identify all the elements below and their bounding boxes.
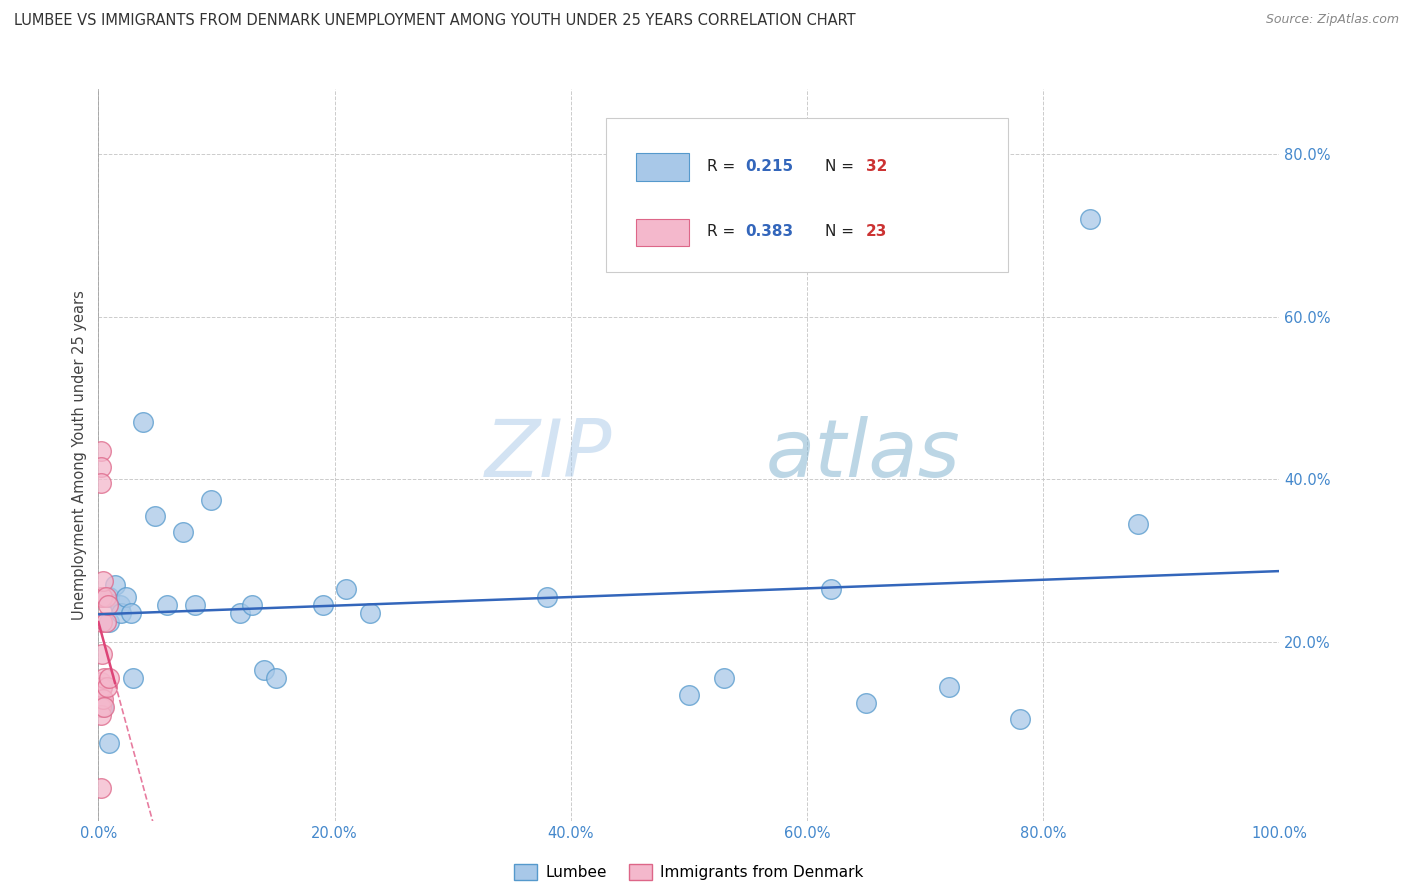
Point: [104, 578, 127, 592]
Point: [90, 781, 112, 796]
Point: [253, 663, 276, 677]
Point: [91, 574, 114, 588]
Point: [143, 508, 166, 523]
Point: [1008, 712, 1031, 726]
Point: [855, 696, 877, 710]
Text: R =: R =: [707, 159, 740, 174]
Point: [108, 599, 131, 613]
Point: [110, 607, 132, 621]
Point: [678, 688, 700, 702]
Y-axis label: Unemployment Among Youth under 25 years: Unemployment Among Youth under 25 years: [72, 290, 87, 620]
Point: [93, 672, 115, 686]
Point: [91, 680, 114, 694]
Point: [312, 599, 335, 613]
Point: [91, 590, 114, 604]
Point: [114, 590, 136, 604]
Point: [90, 708, 112, 723]
Text: R =: R =: [707, 224, 740, 239]
Point: [90, 460, 112, 475]
Point: [1126, 516, 1149, 531]
Point: [536, 590, 558, 604]
Point: [94, 590, 117, 604]
Point: [98, 736, 121, 750]
Point: [90, 699, 112, 714]
Point: [91, 699, 114, 714]
Point: [156, 599, 179, 613]
Point: [132, 416, 155, 430]
Point: [90, 691, 112, 706]
Point: [91, 615, 114, 629]
Point: [91, 647, 114, 661]
Text: Source: ZipAtlas.com: Source: ZipAtlas.com: [1265, 13, 1399, 27]
Point: [172, 525, 194, 540]
Text: 23: 23: [866, 224, 887, 239]
Point: [93, 699, 115, 714]
Point: [359, 607, 381, 621]
Text: atlas: atlas: [766, 416, 960, 494]
Point: [200, 492, 222, 507]
Text: LUMBEE VS IMMIGRANTS FROM DENMARK UNEMPLOYMENT AMONG YOUTH UNDER 25 YEARS CORREL: LUMBEE VS IMMIGRANTS FROM DENMARK UNEMPL…: [14, 13, 856, 29]
Point: [94, 615, 117, 629]
Point: [97, 599, 120, 613]
Text: N =: N =: [825, 224, 859, 239]
Point: [90, 443, 112, 458]
Text: 0.383: 0.383: [745, 224, 794, 239]
Point: [96, 680, 118, 694]
Point: [184, 599, 207, 613]
Point: [90, 476, 112, 491]
Point: [121, 672, 143, 686]
Point: [240, 599, 263, 613]
Point: [713, 672, 735, 686]
FancyBboxPatch shape: [606, 119, 1008, 272]
Point: [938, 680, 960, 694]
Text: 32: 32: [866, 159, 887, 174]
Legend: Lumbee, Immigrants from Denmark: Lumbee, Immigrants from Denmark: [509, 858, 869, 886]
Point: [335, 582, 357, 596]
Point: [264, 672, 287, 686]
Text: 0.215: 0.215: [745, 159, 794, 174]
Point: [91, 680, 114, 694]
Point: [820, 582, 842, 596]
Text: ZIP: ZIP: [485, 416, 612, 494]
Text: N =: N =: [825, 159, 859, 174]
Point: [98, 615, 121, 629]
Bar: [636, 153, 689, 180]
Point: [98, 590, 121, 604]
Point: [229, 607, 252, 621]
Point: [98, 672, 121, 686]
Point: [91, 691, 114, 706]
Point: [121, 607, 143, 621]
Point: [90, 675, 112, 690]
Bar: [636, 219, 689, 246]
Point: [1080, 212, 1102, 227]
Point: [91, 590, 114, 604]
